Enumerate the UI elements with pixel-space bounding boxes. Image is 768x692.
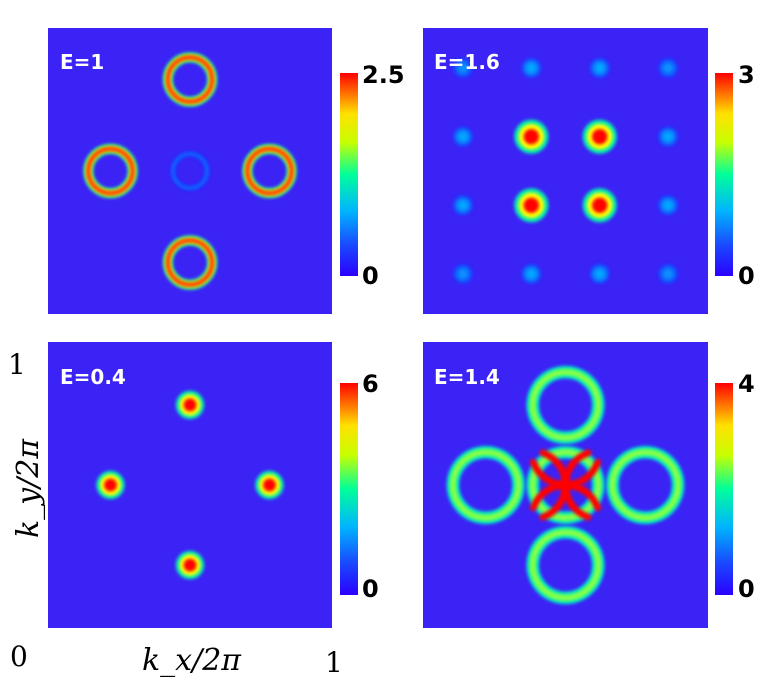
panel-e16-colorbar-min-label: 0 bbox=[738, 262, 755, 290]
panel-2-spot-core-3 bbox=[183, 558, 197, 572]
panel-1-spot-core-7 bbox=[663, 200, 673, 210]
panel-e14-energy-label: E=1.4 bbox=[434, 365, 500, 389]
panel-e16-colorbar bbox=[715, 73, 733, 276]
x-axis-label: k_x/2π bbox=[142, 643, 242, 678]
panel-e14: E=1.4 4 0 bbox=[423, 342, 755, 628]
panel-1-spot-core-6 bbox=[663, 132, 673, 142]
panel-0-ring-1-layer-2 bbox=[86, 147, 135, 195]
panel-e14-features bbox=[446, 365, 685, 605]
panel-1-spot-core-9 bbox=[595, 63, 605, 73]
y-axis-tick-max: 1 bbox=[8, 348, 26, 381]
x-axis-tick-min: 0 bbox=[10, 640, 28, 673]
panel-1-spot-core-5 bbox=[458, 200, 468, 210]
panel-1-spot-core-13 bbox=[663, 63, 673, 73]
panel-1-spot-core-2 bbox=[523, 197, 539, 214]
panel-3-ring-4-layer-2 bbox=[530, 450, 601, 520]
panel-e14-colorbar bbox=[715, 383, 733, 595]
panel-3-ring-0-layer-2 bbox=[530, 370, 601, 440]
panel-e1-plot bbox=[48, 28, 332, 314]
panel-3-arc-8 bbox=[562, 449, 592, 521]
panel-e14-colorbar-max-label: 4 bbox=[738, 370, 755, 398]
panel-e16-energy-label: E=1.6 bbox=[434, 50, 500, 74]
panel-e04: E=0.4 6 0 bbox=[48, 342, 379, 628]
panel-2-spot-core-0 bbox=[183, 398, 197, 412]
panel-1-spot-core-4 bbox=[458, 132, 468, 142]
panel-e16-colorbar-max-label: 3 bbox=[738, 61, 755, 89]
y-axis-label: k_y/2π bbox=[11, 438, 46, 538]
panel-0-ring-3-layer-2 bbox=[166, 238, 214, 287]
panel-e04-colorbar-max-label: 6 bbox=[362, 370, 379, 398]
panel-1-spot-core-14 bbox=[458, 269, 468, 279]
panel-e1-colorbar-max-label: 2.5 bbox=[362, 61, 405, 89]
panel-e1-features bbox=[83, 52, 297, 290]
panel-1-spot-core-11 bbox=[595, 269, 605, 279]
panel-1-spot-core-15 bbox=[663, 269, 673, 279]
panel-3-ring-1-layer-2 bbox=[451, 450, 521, 520]
panel-e04-energy-label: E=0.4 bbox=[60, 365, 126, 389]
panel-0-ring-0-layer-2 bbox=[166, 55, 214, 104]
panel-1-spot-core-3 bbox=[592, 197, 608, 214]
panel-e1-energy-label: E=1 bbox=[60, 50, 104, 74]
x-axis-tick-max: 1 bbox=[325, 646, 343, 679]
panel-3-ring-3-layer-2 bbox=[530, 530, 601, 600]
panel-1-spot-core-0 bbox=[523, 128, 539, 145]
panel-3-ring-2-layer-2 bbox=[610, 450, 680, 520]
panel-e04-plot bbox=[48, 342, 332, 628]
panel-e14-colorbar-min-label: 0 bbox=[738, 575, 755, 603]
panel-1-spot-core-10 bbox=[526, 269, 536, 279]
panel-2-spot-core-2 bbox=[263, 478, 276, 492]
panel-e04-features bbox=[96, 390, 284, 580]
panel-e16-features bbox=[452, 58, 679, 284]
panel-1-spot-core-8 bbox=[526, 63, 536, 73]
panel-e1-colorbar-min-label: 0 bbox=[362, 262, 379, 290]
panel-e04-colorbar bbox=[340, 383, 358, 595]
panel-e1-colorbar bbox=[340, 73, 358, 276]
panel-e04-colorbar-min-label: 0 bbox=[362, 575, 379, 603]
panel-1-spot-core-1 bbox=[592, 128, 608, 145]
panel-1-spot-core-12 bbox=[458, 63, 468, 73]
panel-e16-plot bbox=[423, 28, 708, 314]
panel-e16: E=1.6 3 0 bbox=[423, 28, 755, 314]
panel-2-spot-core-1 bbox=[104, 478, 117, 492]
panel-0-ring-2-layer-2 bbox=[245, 147, 294, 195]
panel-0-ring-4-layer-2 bbox=[172, 153, 208, 189]
panel-e1: E=1 2.5 0 bbox=[48, 28, 405, 314]
